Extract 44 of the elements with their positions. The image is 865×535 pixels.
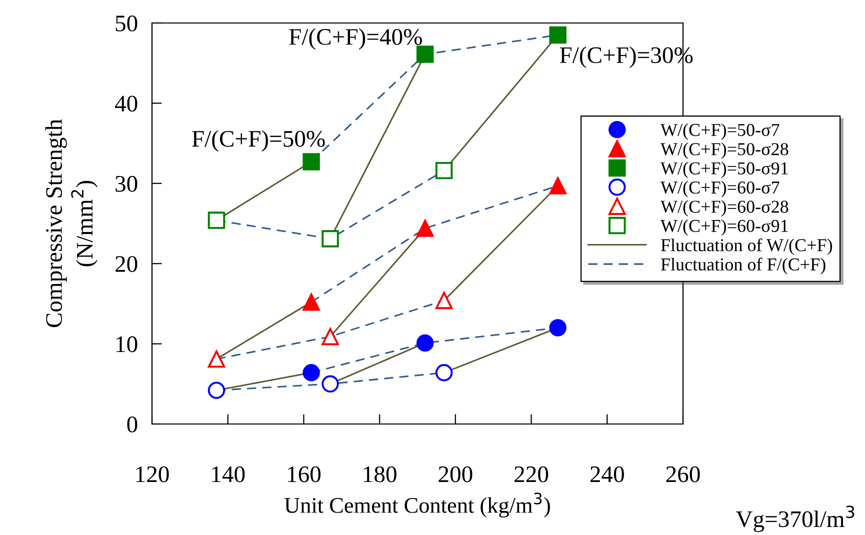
point [208, 382, 226, 399]
text: Vg=370l/m$^{3}$ [736, 506, 854, 532]
x-tick-label: 120 [136, 466, 169, 482]
y-tick-label: 10 [116, 336, 138, 352]
x-tick-label: 160 [288, 466, 321, 482]
point [208, 212, 226, 229]
legend-label: W/(C+F)=50-σ91 [660, 162, 788, 178]
legend-label: W/(C+F)=50-σ28 [660, 142, 788, 159]
point [416, 220, 434, 237]
point [208, 350, 226, 368]
legend-label: Fluctuation of F/(C+F) [660, 258, 826, 274]
y-tick-label: 40 [114, 96, 138, 112]
x-tick-label: 180 [364, 466, 396, 482]
point [302, 153, 320, 170]
point [302, 364, 320, 382]
legend-label: W/(C+F)=50-σ7 [660, 123, 780, 140]
legend-label: Fluctuation of W/(C+F) [660, 238, 832, 255]
point [435, 162, 453, 180]
point [322, 230, 339, 248]
point [322, 328, 339, 346]
x-tick-label: 200 [438, 466, 472, 482]
x-tick-label: 240 [590, 466, 624, 482]
x-axis-title: Unit Cement Content (kg/m$^{3}$) [284, 492, 550, 518]
legend-label: W/(C+F)=60-σ7 [660, 180, 780, 198]
y-tick-label: 30 [116, 176, 138, 192]
point [549, 26, 566, 44]
y-tick-label: 0 [127, 416, 138, 432]
point [322, 375, 339, 393]
legend-label: W/(C+F)=60-σ91 [660, 219, 788, 236]
point [549, 177, 566, 194]
point [549, 319, 566, 336]
point [435, 364, 453, 382]
point [435, 292, 453, 310]
x-tick-label: 140 [212, 466, 245, 482]
y-axis-title: Compressive Strength (N/mm$^{2}$) [45, 119, 98, 328]
annotation: F/(C+F)=50% [192, 130, 325, 152]
y-tick-label: 50 [116, 15, 138, 32]
point [416, 334, 434, 352]
x-tick-label: 220 [514, 466, 548, 482]
legend-label: W/(C+F)=60-σ28 [660, 200, 788, 217]
point [302, 293, 320, 311]
y-tick-label: 20 [116, 256, 138, 272]
x-tick-label: 260 [666, 466, 700, 482]
annotation: F/(C+F)=40% [289, 28, 422, 50]
